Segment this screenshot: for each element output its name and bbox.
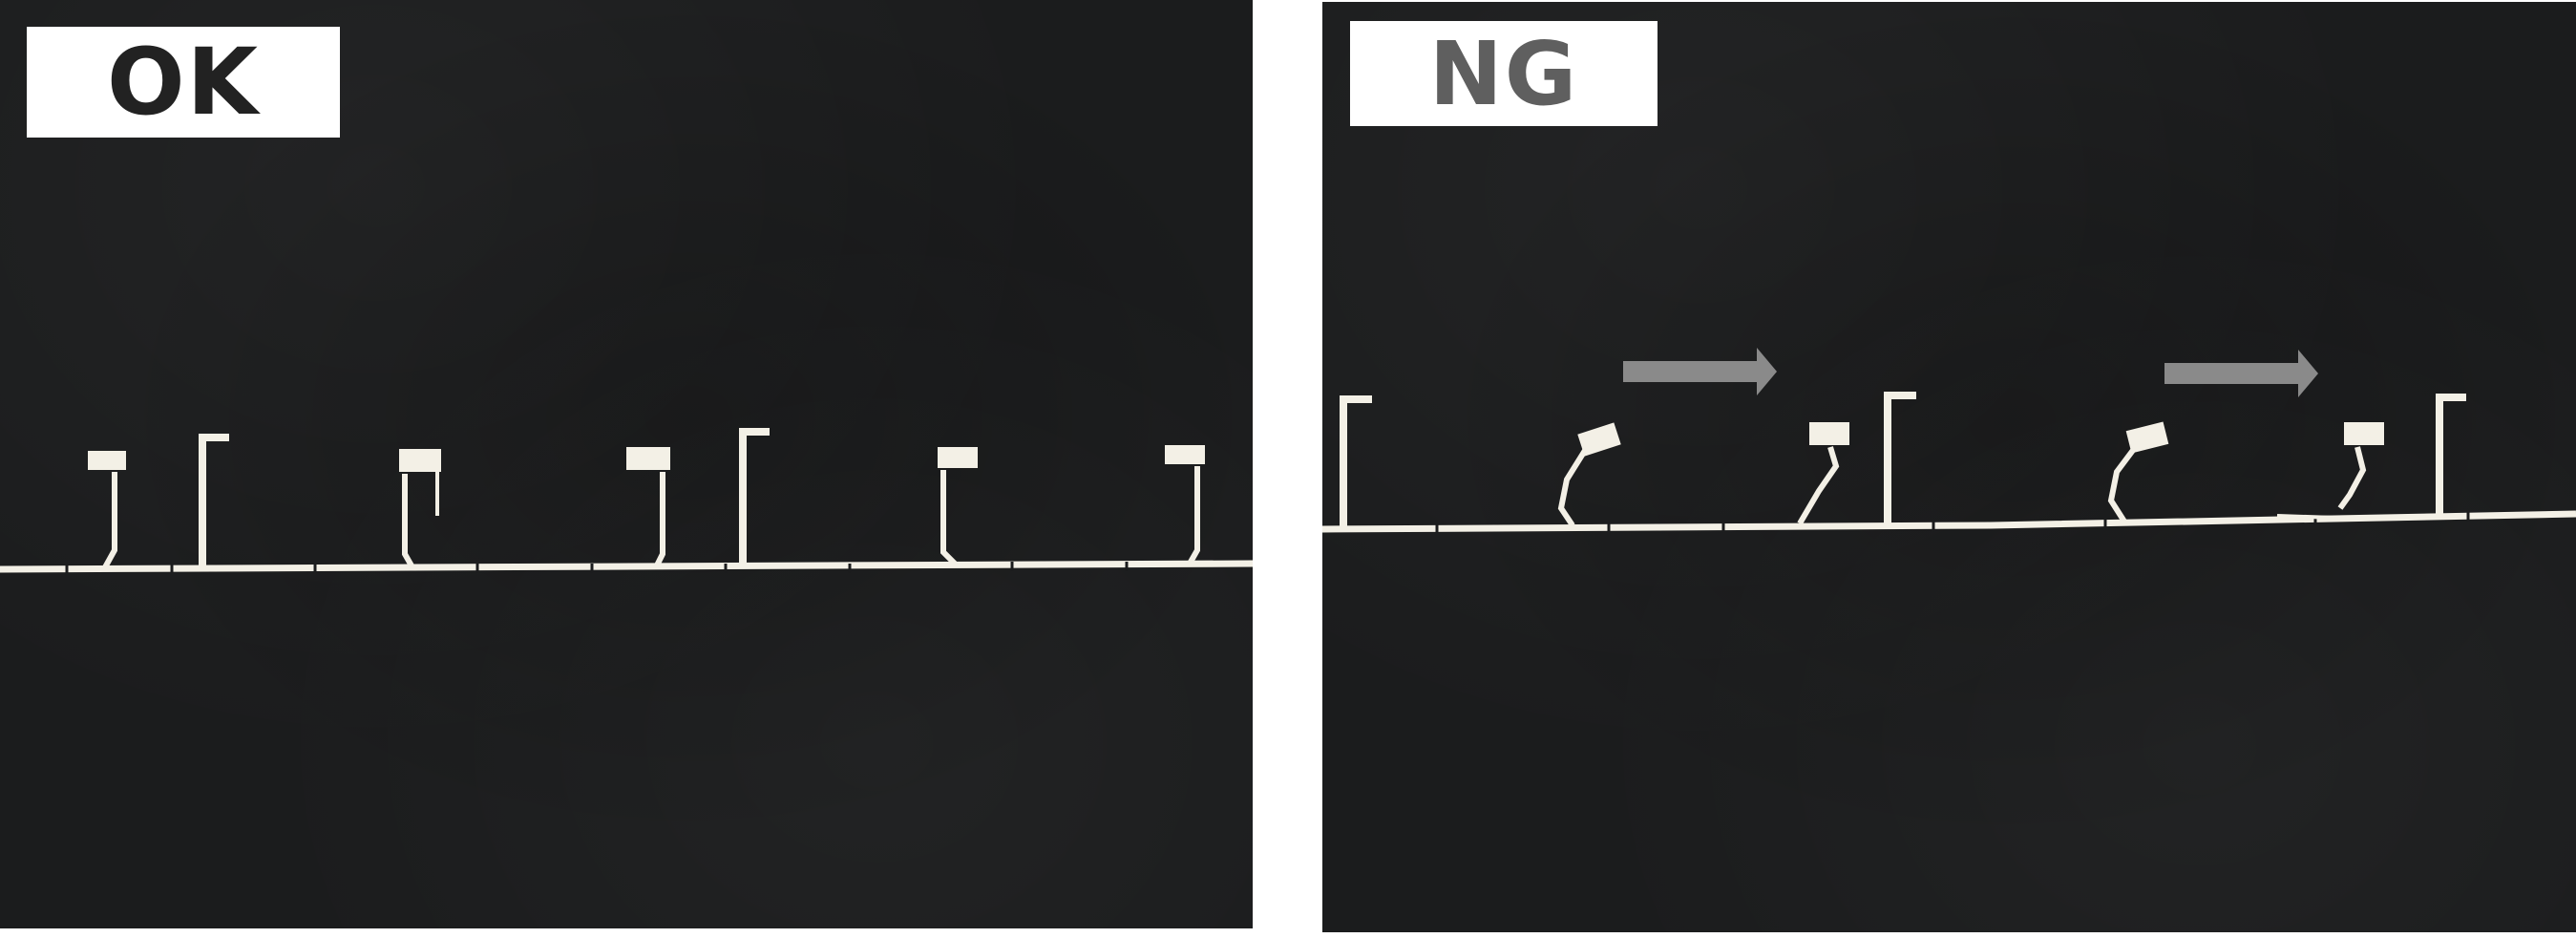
ok-label: OK xyxy=(27,27,340,138)
arrow-right-icon xyxy=(1623,348,1777,395)
tall-hook xyxy=(739,428,770,565)
lead-with-tag xyxy=(399,449,441,569)
base-wire xyxy=(0,560,1253,573)
base-wire xyxy=(1322,510,2576,533)
background-texture xyxy=(1322,2,2576,932)
base-wire-ticks xyxy=(65,562,1129,573)
ok-label-text: OK xyxy=(107,29,260,136)
bent-lead-with-tag xyxy=(1557,422,1621,527)
ng-label: NG xyxy=(1350,21,1658,126)
ok-image-panel xyxy=(0,0,1253,928)
ng-image-panel xyxy=(1322,2,2576,932)
ng-label-text: NG xyxy=(1428,22,1579,125)
lead-with-tag xyxy=(88,451,126,569)
lead-with-tag xyxy=(626,447,670,567)
lead-with-tag xyxy=(1165,445,1205,565)
ng-wire-scene xyxy=(1322,348,2576,533)
tall-hook xyxy=(199,434,229,567)
ok-wire-scene xyxy=(0,428,1253,573)
tall-hook xyxy=(1884,392,1916,523)
arrow-right-icon xyxy=(2164,350,2318,397)
tall-hook xyxy=(1340,395,1372,527)
tall-hook xyxy=(2436,394,2466,516)
bent-lead-with-tag xyxy=(2107,421,2169,523)
bent-lead-with-tag xyxy=(2276,422,2384,520)
bent-lead-with-tag xyxy=(1797,422,1849,525)
lead-with-tag xyxy=(938,447,978,566)
